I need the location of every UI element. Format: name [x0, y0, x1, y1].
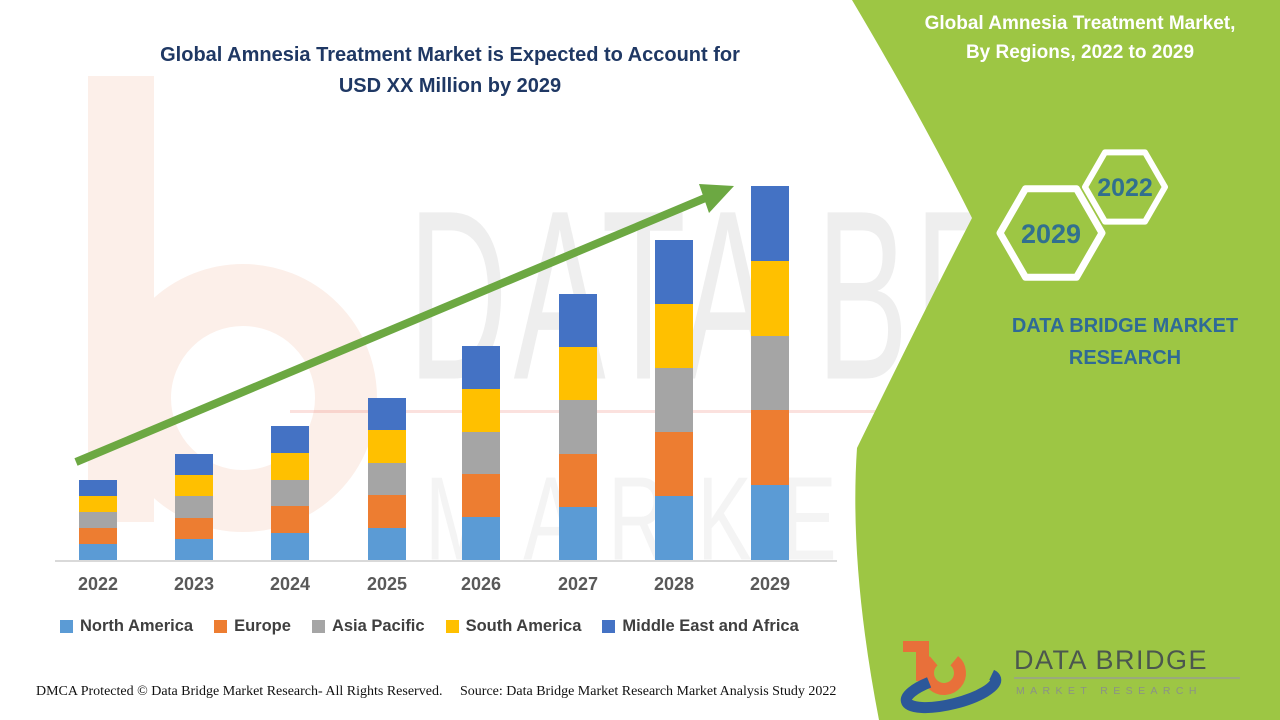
x-axis-line [55, 560, 837, 562]
x-axis-labels: 2022 2023 2024 2025 2026 2027 2028 2029 [55, 574, 837, 600]
x-axis-label-2023: 2023 [173, 574, 215, 594]
bar-segment-north-america [175, 538, 213, 560]
legend-label: Asia Pacific [331, 617, 425, 635]
bar-segment-asia-pacific [79, 512, 117, 528]
logo-name: DATA BRIDGE [1014, 645, 1208, 675]
legend-swatch [445, 620, 459, 633]
bar-segment-asia-pacific [175, 496, 213, 518]
bar-segment-north-america [271, 533, 309, 560]
bar-segment-middle-east-and-africa [751, 186, 789, 261]
bar-segment-europe [751, 410, 789, 486]
panel-brand-line1: DATA BRIDGE MARKET [1011, 315, 1239, 337]
bar-segment-south-america [79, 496, 117, 512]
legend-label: South America [465, 617, 582, 635]
footer-source-text: Source: Data Bridge Market Research Mark… [460, 684, 837, 699]
bar-segment-north-america [751, 485, 789, 560]
panel-title-line2: By Regions, 2022 to 2029 [965, 42, 1195, 64]
legend: North America Europe Asia Pacific South Ame… [60, 617, 820, 636]
legend-item-north-america: North America [60, 617, 193, 636]
bar-segment-asia-pacific [368, 462, 406, 496]
bar-segment-south-america [175, 475, 213, 497]
footer-dmca-text: DMCA Protected © Data Bridge Market Rese… [36, 684, 443, 699]
legend-item-south-america: South America [445, 617, 582, 636]
bar-segment-europe [462, 474, 500, 518]
bar-2022 [79, 480, 117, 560]
x-axis-label-2028: 2028 [653, 574, 695, 594]
chart-title-line1: Global Amnesia Treatment Market is Expec… [160, 44, 740, 66]
x-axis-label-2022: 2022 [77, 574, 119, 594]
x-axis-label-2027: 2027 [557, 574, 599, 594]
legend-item-europe: Europe [214, 617, 291, 636]
hexagon-2029: 2029 [996, 185, 1106, 281]
panel-brand-line2: RESEARCH [1068, 347, 1182, 369]
logo-subname: MARKET RESEARCH [1016, 685, 1202, 697]
bar-segment-europe [368, 495, 406, 528]
bar-segment-europe [79, 528, 117, 544]
legend-swatch [311, 620, 325, 633]
bar-segment-north-america [462, 517, 500, 560]
x-axis-label-2029: 2029 [749, 574, 791, 594]
legend-item-asia-pacific: Asia Pacific [311, 617, 425, 636]
bar-segment-north-america [79, 544, 117, 560]
panel-title-line1: Global Amnesia Treatment Market, [924, 13, 1236, 34]
logo-b-icon [900, 641, 1002, 714]
hexagon-2022: 2022 [1082, 149, 1168, 225]
bar-segment-north-america [655, 496, 693, 560]
bar-segment-south-america [751, 260, 789, 336]
bar-segment-europe [271, 506, 309, 534]
hexagon-2029-label: 2029 [1021, 219, 1081, 249]
panel-brand: DATA BRIDGE MARKET RESEARCH [950, 310, 1280, 374]
bar-segment-asia-pacific [271, 479, 309, 507]
x-axis-label-2026: 2026 [460, 574, 502, 594]
legend-label: Middle East and Africa [622, 617, 799, 635]
legend-item-middle-east-and-africa: Middle East and Africa [602, 617, 799, 636]
bar-segment-asia-pacific [751, 335, 789, 411]
legend-swatch [214, 620, 228, 633]
chart-title-line2: USD XX Million by 2029 [338, 75, 562, 97]
legend-swatch [60, 620, 73, 633]
x-axis-label-2025: 2025 [366, 574, 408, 594]
x-axis-label-2024: 2024 [269, 574, 311, 594]
bar-segment-north-america [368, 527, 406, 560]
panel-title: Global Amnesia Treatment Market, By Regi… [884, 9, 1276, 68]
legend-label: North America [80, 617, 194, 635]
bar-2029 [751, 186, 789, 560]
bar-segment-north-america [559, 506, 597, 560]
chart-title: Global Amnesia Treatment Market is Expec… [70, 40, 830, 102]
bar-segment-europe [175, 517, 213, 539]
legend-swatch [602, 620, 616, 633]
legend-label: Europe [234, 617, 291, 635]
hexagon-2022-label: 2022 [1097, 174, 1153, 202]
bar-segment-middle-east-and-africa [79, 480, 117, 496]
